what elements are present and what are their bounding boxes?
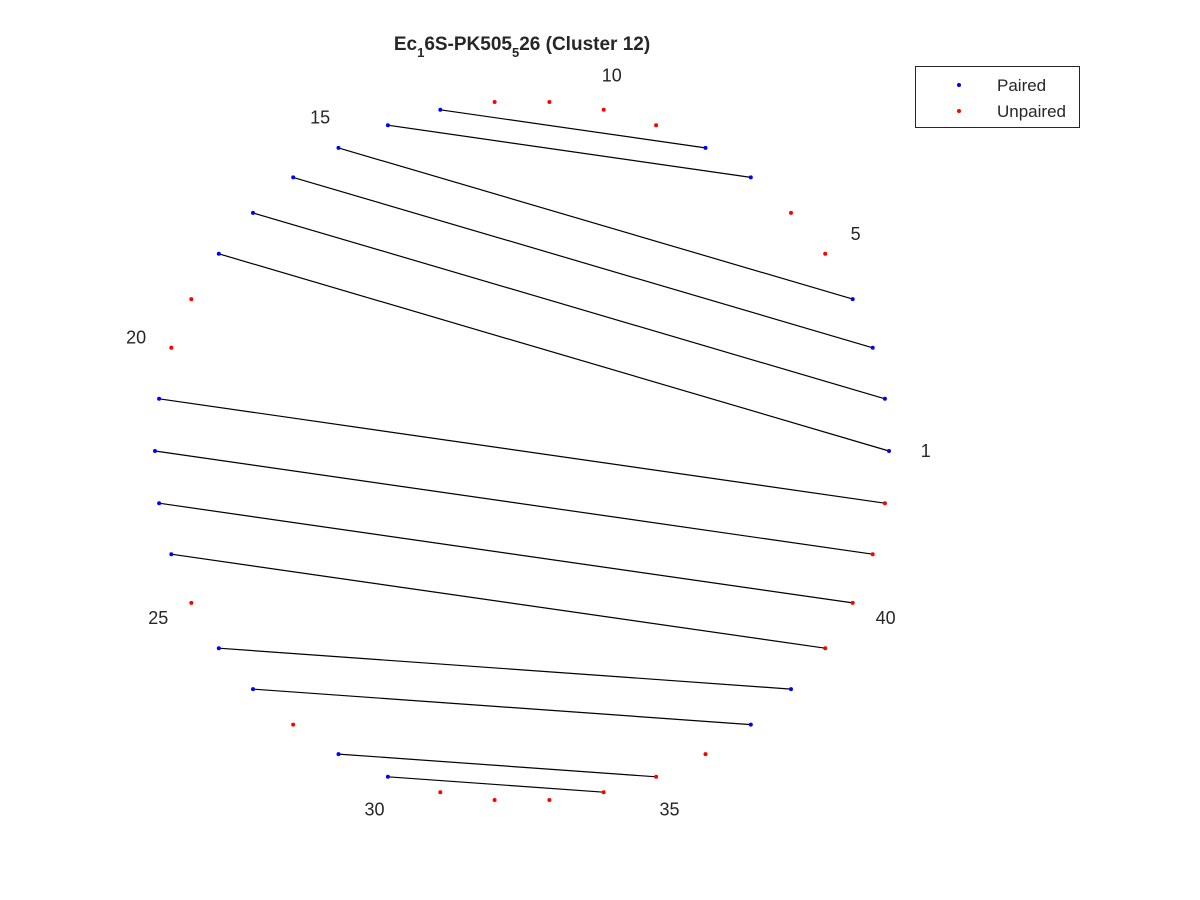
unpaired-point-9 bbox=[654, 123, 659, 128]
unpaired-point-20 bbox=[169, 345, 174, 350]
paired-point-3 bbox=[870, 345, 875, 350]
unpaired-point-33 bbox=[547, 798, 552, 802]
position-label-30: 30 bbox=[364, 799, 384, 819]
unpaired-point-34 bbox=[601, 790, 606, 795]
paired-point-7 bbox=[748, 175, 753, 180]
paired-point-37 bbox=[748, 722, 753, 727]
paired-point-14 bbox=[385, 123, 390, 128]
paired-point-16 bbox=[291, 175, 296, 180]
unpaired-point-12 bbox=[492, 100, 497, 104]
position-label-40: 40 bbox=[876, 608, 896, 628]
paired-point-13 bbox=[438, 107, 443, 112]
pair-line-26-38 bbox=[218, 647, 792, 690]
title-subscript-1: 1 bbox=[417, 45, 424, 60]
position-label-20: 20 bbox=[126, 328, 146, 348]
paired-point-38 bbox=[789, 687, 793, 692]
title-part-2: 6S-PK505 bbox=[424, 34, 512, 55]
paired-point-24 bbox=[169, 552, 174, 557]
pair-line-21-42 bbox=[159, 398, 885, 504]
title-subscript-2: 5 bbox=[512, 45, 519, 60]
position-label-1: 1 bbox=[921, 441, 931, 461]
paired-point-18 bbox=[216, 251, 221, 256]
paired-point-2 bbox=[882, 396, 887, 401]
paired-point-21 bbox=[157, 396, 162, 401]
title-part-1: Ec bbox=[394, 34, 418, 55]
paired-point-1 bbox=[887, 449, 891, 453]
paired-point-27 bbox=[251, 687, 255, 692]
title-part-3: 26 (Cluster 12) bbox=[519, 34, 650, 55]
pair-line-2-17 bbox=[252, 212, 886, 400]
legend-label-unpaired: Unpaired bbox=[997, 102, 1066, 121]
unpaired-point-5 bbox=[823, 251, 828, 256]
position-label-15: 15 bbox=[310, 108, 330, 128]
position-label-35: 35 bbox=[659, 799, 679, 819]
paired-point-17 bbox=[251, 210, 255, 215]
unpaired-point-36 bbox=[703, 752, 708, 757]
pair-line-1-18 bbox=[218, 253, 890, 452]
unpaired-point-40 bbox=[850, 600, 855, 605]
pair-line-4-15 bbox=[338, 147, 853, 300]
position-points bbox=[153, 100, 891, 802]
legend-box bbox=[915, 66, 1080, 128]
unpaired-point-35 bbox=[654, 774, 659, 779]
pair-line-27-37 bbox=[252, 688, 751, 726]
pair-line-24-39 bbox=[171, 553, 826, 649]
unpaired-point-41 bbox=[870, 552, 875, 557]
unpaired-point-39 bbox=[823, 646, 828, 651]
paired-point-4 bbox=[850, 297, 855, 302]
pair-line-8-13 bbox=[440, 109, 706, 149]
unpaired-point-25 bbox=[189, 600, 194, 605]
pair-line-30-34 bbox=[387, 776, 604, 793]
pair-line-29-35 bbox=[338, 753, 657, 778]
pair-line-3-16 bbox=[293, 176, 873, 349]
legend-label-paired: Paired bbox=[997, 76, 1046, 95]
unpaired-point-11 bbox=[547, 100, 552, 104]
legend-marker-paired bbox=[957, 83, 961, 87]
base-pair-lines bbox=[154, 109, 890, 793]
pair-line-22-41 bbox=[154, 450, 873, 555]
paired-point-15 bbox=[336, 145, 341, 150]
legend-marker-unpaired bbox=[957, 109, 961, 113]
unpaired-point-31 bbox=[438, 790, 443, 795]
position-label-5: 5 bbox=[851, 224, 861, 244]
paired-point-30 bbox=[385, 774, 390, 779]
chart-title: Ec16S-PK505526 (Cluster 12) bbox=[394, 34, 650, 60]
paired-point-29 bbox=[336, 752, 341, 757]
unpaired-point-28 bbox=[291, 722, 296, 727]
position-label-25: 25 bbox=[148, 608, 168, 628]
pair-line-23-40 bbox=[159, 502, 853, 604]
pair-line-7-14 bbox=[387, 124, 751, 178]
position-label-10: 10 bbox=[602, 66, 622, 86]
paired-point-23 bbox=[157, 501, 162, 506]
legend: Paired Unpaired bbox=[915, 66, 1080, 128]
paired-point-22 bbox=[153, 449, 157, 453]
unpaired-point-6 bbox=[789, 210, 793, 215]
unpaired-point-10 bbox=[601, 107, 606, 112]
paired-point-26 bbox=[216, 646, 221, 651]
unpaired-point-42 bbox=[882, 501, 887, 506]
unpaired-point-19 bbox=[189, 297, 194, 302]
unpaired-point-32 bbox=[492, 798, 497, 802]
paired-point-8 bbox=[703, 145, 708, 150]
